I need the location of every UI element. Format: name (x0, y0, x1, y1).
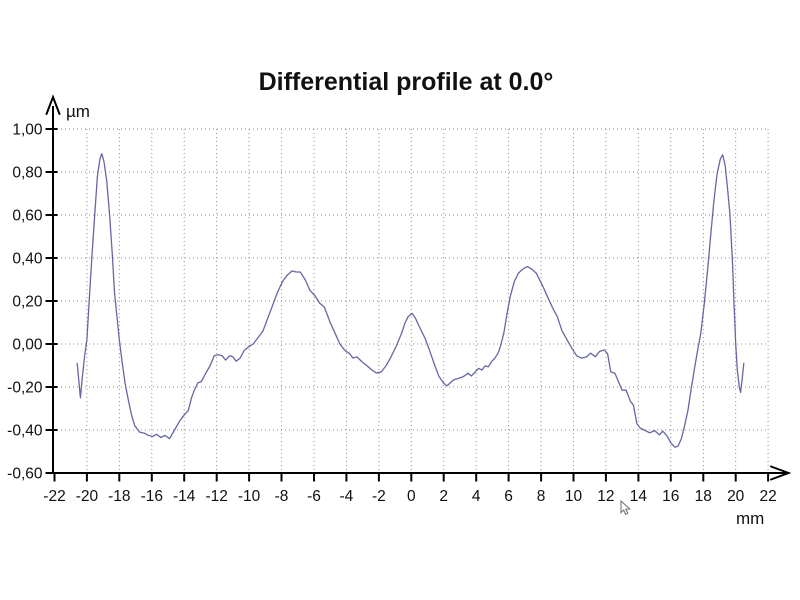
x-tick-label: 2 (439, 488, 448, 505)
x-tick-label: -18 (108, 488, 130, 505)
x-tick-label: -20 (76, 488, 99, 505)
y-tick-label: 0,00 (12, 336, 43, 353)
y-tick-label: -0,20 (7, 379, 43, 396)
x-tick-label: -6 (307, 488, 321, 505)
x-tick-label: 6 (504, 488, 513, 505)
y-tick-label: 1,00 (12, 121, 43, 138)
x-tick-label: -16 (141, 488, 163, 505)
x-tick-label: 16 (662, 488, 679, 505)
x-axis-arrow-icon (770, 465, 792, 481)
x-axis-unit-label: mm (736, 509, 765, 528)
y-tick-label: -0,40 (7, 422, 43, 439)
y-tick-label: 0,20 (12, 293, 43, 310)
mouse-cursor-icon (620, 500, 631, 516)
y-tick-label: 0,80 (12, 164, 43, 181)
profile-curve (76, 153, 745, 448)
x-tick-label: 20 (727, 488, 745, 505)
y-axis-arrow-icon (45, 94, 61, 115)
x-tick-label: -2 (372, 488, 386, 505)
mouse-pointer-shape (620, 500, 631, 516)
x-tick-label: -10 (238, 488, 261, 505)
y-axis-unit-label: µm (66, 102, 90, 121)
y-tick-label: 0,60 (12, 207, 43, 224)
y-tick-label: -0,60 (7, 465, 43, 482)
y-tick-label: 0,40 (12, 250, 43, 267)
x-tick-label: 12 (597, 488, 614, 505)
x-tick-label: 18 (695, 488, 712, 505)
x-tick-label: -14 (173, 488, 196, 505)
x-tick-label: -4 (340, 488, 354, 505)
chart-title: Differential profile at 0.0° (258, 68, 554, 96)
x-tick-label: -12 (205, 488, 227, 505)
x-tick-label: -22 (43, 488, 65, 505)
x-tick-label: 10 (565, 488, 583, 505)
x-tick-label: 4 (472, 488, 481, 505)
x-tick-label: -8 (275, 488, 289, 505)
x-tick-label: 14 (630, 488, 648, 505)
x-tick-label: 0 (407, 488, 416, 505)
x-tick-label: 22 (759, 488, 776, 505)
x-tick-label: 8 (537, 488, 546, 505)
